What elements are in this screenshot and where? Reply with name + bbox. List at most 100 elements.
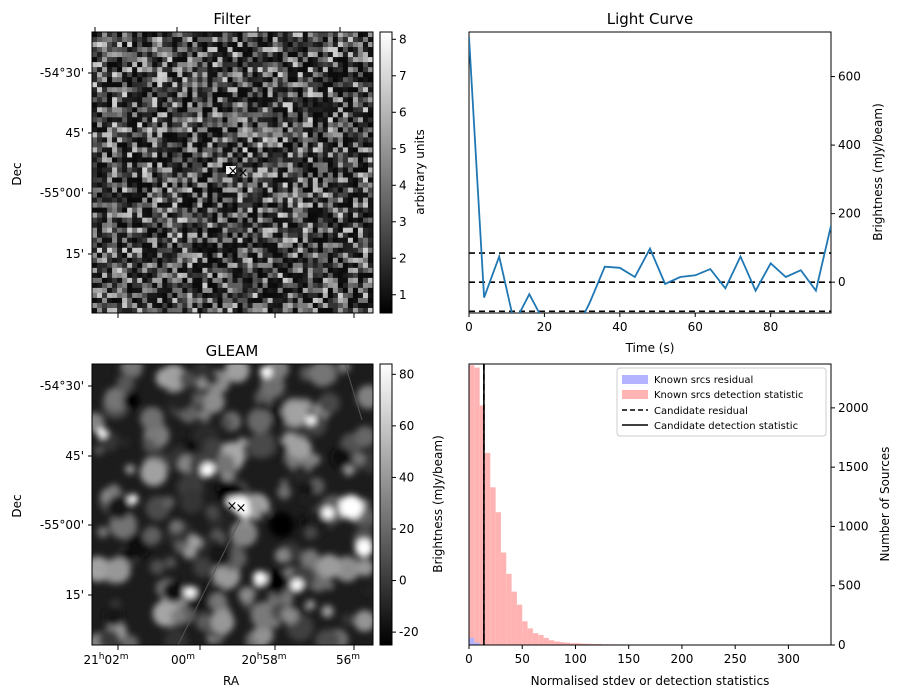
filter-y-tick-label: 15' — [65, 247, 84, 261]
colorbar-tick-label: 1 — [399, 288, 407, 302]
y-tick-label: 400 — [838, 138, 861, 152]
x-tick-label: 250 — [724, 652, 747, 666]
detection-bar — [490, 487, 496, 645]
detection-bar — [532, 633, 539, 645]
gleam-y-tick-label: -55°00' — [40, 518, 84, 532]
filter-colorbar: 1 2 3 4 5 6 7 8 arbitrary units — [379, 31, 427, 314]
colorbar-tick-label: 5 — [399, 142, 407, 156]
colorbar-tick-label: 3 — [399, 215, 407, 229]
filter-marker-red: × — [228, 164, 239, 179]
y-tick-label: 1000 — [838, 519, 869, 533]
gleam-x-tick-label: 20h58m — [241, 652, 286, 667]
colorbar-tick-label: 0 — [399, 574, 407, 588]
y-tick-label: 1500 — [838, 460, 869, 474]
lightcurve-threshold-lines — [469, 252, 831, 313]
gleam-title: GLEAM — [206, 342, 259, 360]
x-tick-label: 80 — [763, 320, 778, 334]
gleam-y-tick-label: -54°30' — [40, 379, 84, 393]
legend-swatch-detection — [622, 390, 648, 399]
lightcurve-x-axis: 0 20 40 60 80 — [465, 313, 778, 334]
detection-bar — [564, 642, 571, 645]
lightcurve-title: Light Curve — [607, 10, 693, 28]
x-tick-label: 0 — [465, 652, 473, 666]
y-tick-label: 0 — [838, 638, 846, 652]
filter-marker-blue: × — [238, 166, 249, 181]
colorbar-tick-label: 40 — [399, 470, 414, 484]
lightcurve-y-label: Brightness (mJy/beam) — [871, 103, 885, 241]
filter-title: Filter — [213, 10, 251, 28]
detection-bar — [580, 643, 587, 645]
colorbar-tick-label: 20 — [399, 522, 414, 536]
filter-image — [92, 32, 373, 313]
gleam-frame — [91, 363, 374, 646]
gleam-colorbar: -20 0 20 40 60 80 Brightness (mJy/beam) — [379, 363, 445, 646]
histogram-legend: Known srcs residual Known srcs detection… — [616, 367, 827, 437]
gleam-image-seam — [177, 519, 241, 645]
gleam-y-tick-label: 15' — [65, 588, 84, 602]
gleam-colorbar-label: Brightness (mJy/beam) — [431, 435, 445, 573]
detection-bar — [538, 634, 544, 645]
filter-y-axis: -54°30' 45' -55°00' 15' Dec — [10, 66, 92, 261]
filter-y-tick-label: -55°00' — [40, 186, 84, 200]
gleam-marker-red: × — [227, 499, 238, 514]
gleam-y-label: Dec — [10, 494, 24, 517]
detection-bar — [516, 604, 523, 645]
x-tick-label: 40 — [612, 320, 627, 334]
detection-bar — [479, 405, 485, 645]
colorbar-tick-label: 6 — [399, 105, 407, 119]
detection-bar — [543, 637, 549, 645]
y-tick-label: 600 — [838, 70, 861, 84]
lightcurve-x-label: Time (s) — [625, 341, 675, 355]
colorbar-tick-label: 2 — [399, 251, 407, 265]
gleam-image — [92, 364, 373, 645]
detection-bar — [474, 367, 480, 645]
histogram-frame — [468, 363, 832, 646]
filter-y-tick-label: 45' — [65, 126, 84, 140]
histogram-x-label: Normalised stdev or detection statistics — [531, 674, 770, 688]
detection-bar — [570, 643, 576, 645]
lightcurve-series-line — [469, 37, 831, 313]
colorbar-tick-label: 7 — [399, 69, 407, 83]
filter-x-ticks — [94, 27, 355, 318]
filter-colorbar-ticks: 1 2 3 4 5 6 7 8 — [392, 32, 407, 302]
x-tick-label: 300 — [777, 652, 800, 666]
detection-bar — [506, 573, 512, 645]
gleam-image-seam — [344, 364, 363, 421]
y-tick-label: 0 — [838, 275, 846, 289]
gleam-x-tick-label: 21h02m — [83, 652, 128, 667]
filter-y-tick-label: -54°30' — [40, 66, 84, 80]
lightcurve-y-axis: 0 200 400 600 — [831, 70, 861, 289]
gleam-x-axis: 21h02m 00m 20h58m 56m RA — [83, 645, 360, 688]
detection-bar — [586, 643, 592, 645]
filter-y-label: Dec — [10, 162, 24, 185]
x-tick-label: 20 — [537, 320, 552, 334]
colorbar-tick-label: 4 — [399, 178, 407, 192]
filter-panel: Filter × × -54°30' 45' -55°00' 15' Dec — [10, 10, 427, 318]
legend-box — [616, 367, 827, 437]
legend-label-candidate-detection: Candidate detection statistic — [654, 421, 798, 432]
lightcurve-plot-area — [468, 31, 832, 314]
gleam-colorbar-ticks: -20 0 20 40 60 80 — [392, 367, 419, 639]
y-tick-label: 200 — [838, 207, 861, 221]
detection-bar — [484, 452, 491, 645]
detection-bar — [527, 628, 533, 645]
detection-bar — [469, 365, 475, 645]
filter-frame — [91, 31, 374, 314]
colorbar-tick-label: 60 — [399, 419, 414, 433]
legend-label-residual: Known srcs residual — [654, 375, 753, 386]
histogram-y-axis: 0 500 1000 1500 2000 — [831, 401, 869, 652]
gleam-x-tick-label: 00m — [171, 652, 195, 667]
x-tick-label: 100 — [564, 652, 587, 666]
histogram-panel: 0 50 100 150 200 250 300 0 500 1000 1500 2000 Norm… — [465, 363, 892, 688]
y-tick-label: 500 — [838, 579, 861, 593]
detection-bar — [554, 641, 560, 645]
legend-label-candidate-residual: Candidate residual — [654, 406, 748, 417]
detection-bar — [495, 512, 501, 645]
gleam-y-tick-label: 45' — [65, 449, 84, 463]
legend-swatch-residual — [622, 375, 648, 384]
y-tick-label: 2000 — [838, 401, 869, 415]
legend-label-detection: Known srcs detection statistic — [654, 390, 803, 401]
residual-bar — [469, 637, 475, 645]
detection-bar — [511, 591, 517, 645]
colorbar-tick-label: -20 — [399, 625, 419, 639]
